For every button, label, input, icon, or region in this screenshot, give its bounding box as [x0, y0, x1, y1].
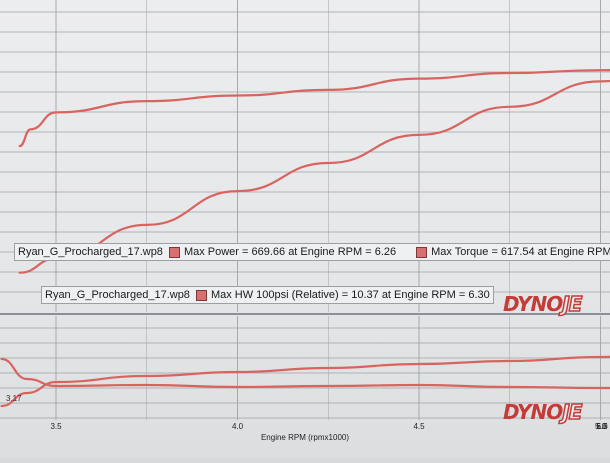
- x-tick-label: 5.0: [595, 422, 607, 431]
- legend-file-name-2: Ryan_G_Procharged_17.wp8: [45, 289, 190, 301]
- x-tick-label: 5.5: [596, 422, 608, 431]
- x-tick-label: 6.0: [596, 422, 608, 431]
- logo-text-left-2: DYNO: [503, 400, 563, 424]
- x-tick-label: 4.5: [413, 422, 425, 431]
- torque-swatch: [416, 246, 428, 258]
- legend-max-torque: Max Torque = 617.54 at Engine RPM = 5: [431, 246, 610, 258]
- power-line: [18, 79, 610, 274]
- legend-max-power: Max Power = 669.66 at Engine RPM = 6.26: [183, 246, 397, 258]
- torque-line: [18, 68, 610, 148]
- hw-line: [0, 355, 610, 408]
- second-trace-line: [0, 357, 610, 390]
- logo-text-left: DYNO: [503, 292, 563, 316]
- legend-row-1: Ryan_G_Procharged_17.wp8 Max Power = 669…: [14, 243, 610, 261]
- x-tick-labels: 3.5 4.0 4.5 5.05.56.06.5: [50, 422, 608, 431]
- upper-grid: [0, 0, 610, 312]
- x-tick-label: 3.5: [50, 422, 62, 431]
- dynojet-logo-lower: DYNOJE: [503, 399, 584, 425]
- legend-row-2: Ryan_G_Procharged_17.wp8 Max HW 100psi (…: [41, 286, 494, 304]
- legend-max-hw: Max HW 100psi (Relative) = 10.37 at Engi…: [210, 289, 490, 301]
- logo-text-right: JE: [562, 291, 584, 317]
- logo-text-right-2: JE: [562, 399, 584, 425]
- lower-series: [0, 355, 610, 408]
- power-swatch: [168, 246, 180, 258]
- upper-series: [18, 68, 610, 274]
- legend-file-name: Ryan_G_Procharged_17.wp8: [18, 246, 163, 258]
- x-axis-label: Engine RPM (rpmx1000): [261, 433, 349, 442]
- x-tick-label: 4.0: [232, 422, 244, 431]
- hw-swatch: [195, 289, 207, 301]
- y-tick-label: 3.17: [6, 394, 22, 403]
- x-tick-label: 6.5: [596, 422, 608, 431]
- dynojet-logo: DYNOJE: [503, 291, 584, 317]
